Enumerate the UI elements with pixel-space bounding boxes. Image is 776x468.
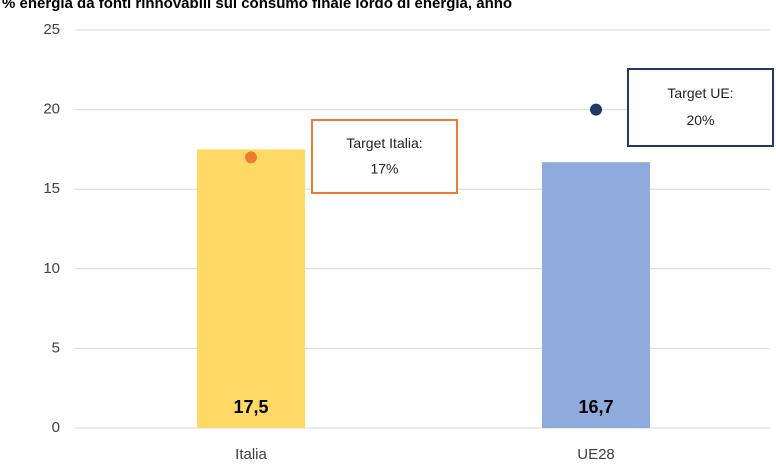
y-tick-label: 5 xyxy=(52,339,60,356)
target-dot xyxy=(245,151,257,164)
y-tick-label: 25 xyxy=(43,21,60,38)
y-tick-label: 10 xyxy=(43,260,60,277)
bar xyxy=(542,162,650,429)
y-tick-label: 15 xyxy=(43,180,60,197)
annotation-box xyxy=(311,119,458,194)
y-tick-label: 0 xyxy=(52,419,60,436)
chart-title: % energia da fonti rinnovabili sul consu… xyxy=(2,0,512,12)
annotation-box xyxy=(627,68,774,147)
value-label: 16,7 xyxy=(578,397,613,417)
x-tick-label: Italia xyxy=(235,446,267,463)
annotation-label: Target Italia: xyxy=(346,135,422,151)
annotation-value: 20% xyxy=(686,112,714,128)
target-dot xyxy=(590,103,602,116)
y-tick-label: 20 xyxy=(43,101,60,118)
bar xyxy=(197,149,305,428)
annotation-label: Target UE: xyxy=(667,85,733,101)
x-tick-label: UE28 xyxy=(577,446,615,463)
annotation-value: 17% xyxy=(370,160,398,176)
value-label: 17,5 xyxy=(233,397,268,417)
